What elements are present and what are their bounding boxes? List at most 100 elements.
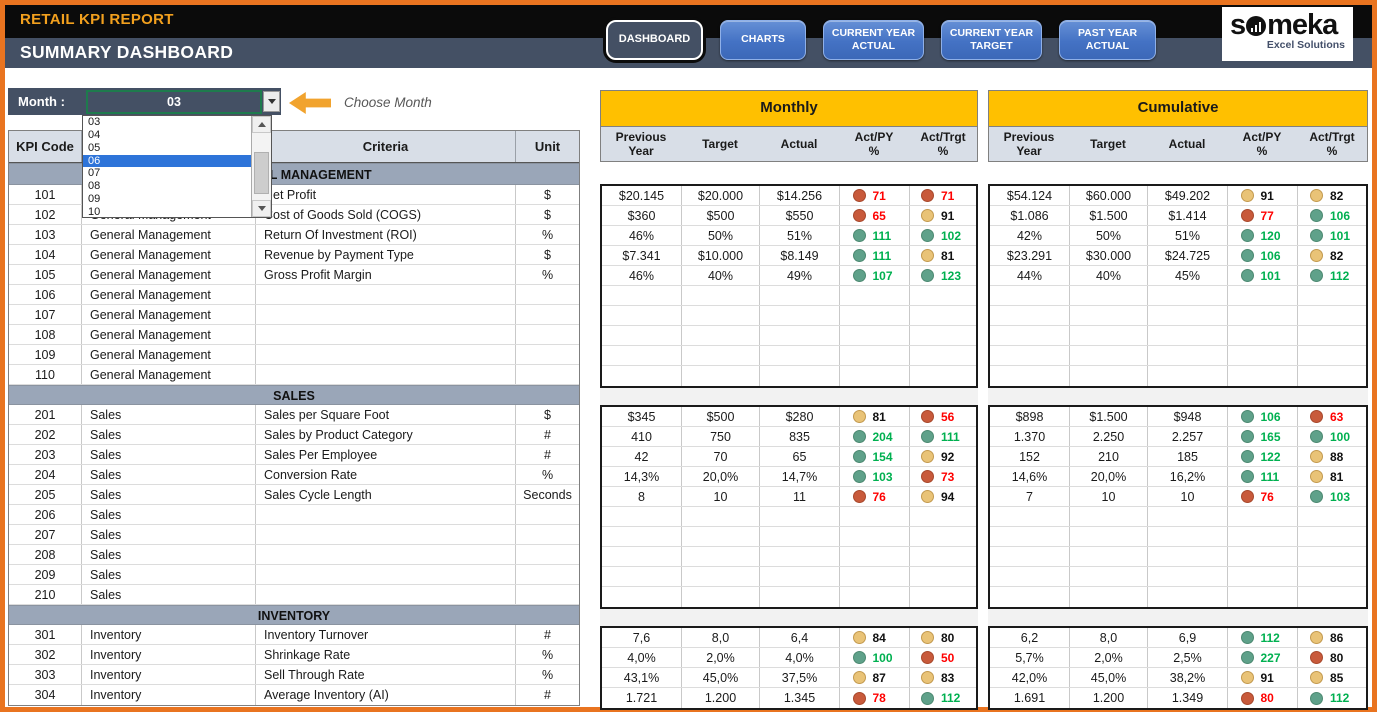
ratio-value: 154 [872, 449, 893, 464]
nav-button-current-year-target[interactable]: CURRENT YEAR TARGET [941, 20, 1042, 60]
kpi-row-210: 210 Sales [9, 585, 579, 605]
month-select-box[interactable]: 03 [86, 90, 262, 114]
criteria-cell: Sales Cycle Length [256, 485, 516, 504]
month-option-06[interactable]: 06 [83, 154, 251, 168]
section-separator [988, 388, 1368, 405]
unit-cell: $ [544, 187, 551, 202]
kpi-code-cell: 203 [9, 445, 82, 464]
department-cell: General Management [82, 265, 256, 284]
value-cell [760, 366, 840, 386]
status-dot-red [852, 490, 866, 503]
status-dot-yellow [921, 671, 934, 684]
value-cell: 49% [760, 266, 840, 285]
m-row-104: $7.341 $10.000 $8.149 111 81 [602, 246, 976, 266]
value-cell: $1.414 [1148, 206, 1228, 225]
unit-cell [516, 325, 579, 344]
ratio-cell [840, 587, 910, 607]
month-option-09[interactable]: 09 [88, 193, 101, 206]
c-row-105: 44% 40% 45% 101 112 [990, 266, 1366, 286]
value-cell: 42 [602, 447, 682, 466]
criteria-cell: Inventory Turnover [256, 625, 516, 644]
value-cell [990, 587, 1070, 607]
c-row-204: 14,6% 20,0% 16,2% 111 81 [990, 467, 1366, 487]
value-cell [602, 547, 682, 566]
ratio-value: 94 [941, 489, 955, 504]
value-cell: $20.000 [682, 186, 760, 205]
month-option-03[interactable]: 03 [88, 116, 101, 128]
criteria-cell [256, 365, 516, 384]
value-cell [682, 326, 760, 345]
ratio-value: 71 [872, 188, 886, 203]
month-option-05[interactable]: 05 [88, 141, 101, 154]
chevron-up-icon[interactable] [252, 116, 271, 133]
ratio-cell [1228, 567, 1298, 586]
ratio-value: 82 [1330, 248, 1344, 263]
value-cell [1070, 286, 1148, 305]
month-dropdown-button[interactable] [263, 91, 280, 112]
kpi-row-104: 104 General Management Revenue by Payment … [9, 245, 579, 265]
ratio-cell: 84 [840, 628, 910, 647]
kpi-row-205: 205 Sales Sales Cycle Length Seconds [9, 485, 579, 505]
month-option-08[interactable]: 08 [88, 180, 101, 193]
unit-header: Unit [534, 139, 561, 154]
unit-cell: % [541, 267, 554, 282]
chevron-down-icon[interactable] [252, 200, 271, 217]
value-cell: 40% [682, 266, 760, 285]
ratio-cell: 56 [910, 407, 976, 426]
c-row-109 [990, 346, 1366, 366]
ratio-value: 112 [1330, 268, 1350, 283]
ratio-value: 107 [872, 268, 893, 283]
ratio-cell [1298, 286, 1366, 305]
status-dot-green [921, 269, 934, 282]
kpi-row-209: 209 Sales [9, 565, 579, 585]
nav-button-past-year-actual[interactable]: PAST YEAR ACTUAL [1059, 20, 1156, 60]
value-cell: 410 [602, 427, 682, 446]
status-dot-yellow [1240, 189, 1254, 202]
dropdown-scrollbar[interactable] [251, 116, 271, 217]
ratio-cell: 112 [1298, 266, 1366, 285]
c-row-202: 1.370 2.250 2.257 165 100 [990, 427, 1366, 447]
value-cell: $10.000 [682, 246, 760, 265]
month-option-10[interactable]: 10 [88, 206, 101, 219]
value-cell: $8.149 [760, 246, 840, 265]
status-dot-red [921, 651, 934, 664]
ratio-value: 83 [941, 670, 955, 685]
nav-button-current-year-actual[interactable]: CURRENT YEAR ACTUAL [823, 20, 924, 60]
ratio-value: 111 [941, 429, 960, 444]
value-cell [990, 547, 1070, 566]
monthly-table: Monthly Previous Year Target Actual Act/PY% A… [600, 90, 978, 710]
criteria-cell [256, 565, 516, 584]
value-cell [602, 507, 682, 526]
unit-cell: $ [544, 207, 551, 222]
section-separator [600, 162, 978, 184]
value-cell: $345 [602, 407, 682, 426]
value-cell [990, 326, 1070, 345]
month-option-04[interactable]: 04 [88, 128, 101, 141]
status-dot-yellow [852, 671, 866, 684]
ratio-cell [840, 547, 910, 566]
value-cell [760, 326, 840, 345]
kpi-code-cell: 110 [9, 365, 82, 384]
value-cell [682, 587, 760, 607]
department-cell: Inventory [82, 665, 256, 684]
unit-cell: # [544, 627, 551, 642]
ratio-cell: 111 [1228, 467, 1298, 486]
nav-button-dashboard[interactable]: DASHBOARD [606, 20, 703, 60]
c-row-107 [990, 306, 1366, 326]
month-option-07[interactable]: 07 [88, 167, 101, 180]
nav-button-charts[interactable]: CHARTS [720, 20, 806, 60]
value-cell: 45,0% [1070, 668, 1148, 687]
ratio-cell [910, 507, 976, 526]
column-header-act-py: Act/PY% [1242, 129, 1282, 158]
kpi-code-cell: 302 [9, 645, 82, 664]
value-cell: $550 [760, 206, 840, 225]
value-cell: 210 [1070, 447, 1148, 466]
status-dot-red [921, 470, 934, 483]
ratio-value: 122 [1260, 449, 1281, 464]
ratio-cell [1298, 527, 1366, 546]
scrollbar-thumb[interactable] [254, 152, 269, 194]
ratio-value: 100 [1330, 429, 1351, 444]
value-cell [602, 587, 682, 607]
ratio-cell [840, 346, 910, 365]
m-row-106 [602, 286, 976, 306]
